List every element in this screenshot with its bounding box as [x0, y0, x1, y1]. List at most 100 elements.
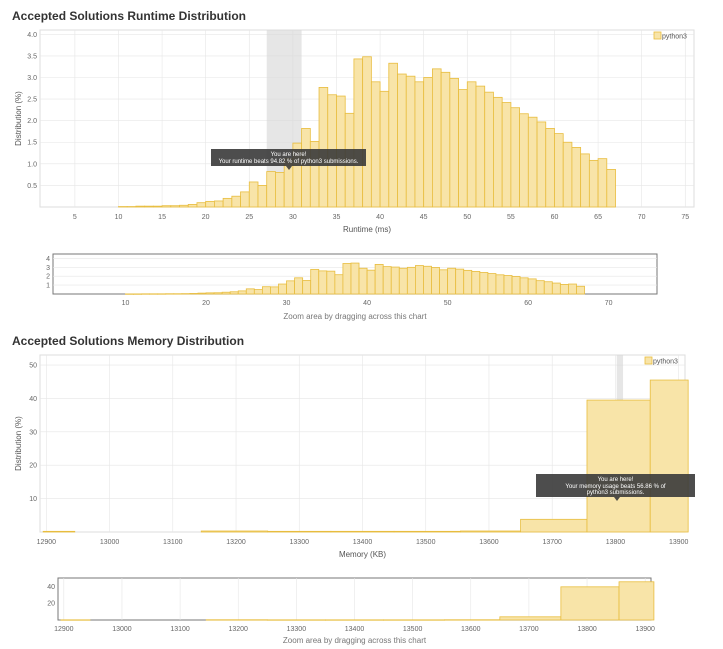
bar: [449, 77, 459, 208]
bar: [503, 275, 513, 295]
x-tick-label: 12900: [37, 539, 57, 546]
x-tick-label: 5: [73, 214, 77, 221]
x-tick-label: 30: [289, 214, 297, 221]
bar: [527, 278, 537, 295]
bar: [366, 269, 376, 295]
memory-nav-group: 12900 13000 13100 13200 13300 13400 13500 13600…: [47, 577, 655, 645]
x-tick-label: 45: [420, 214, 428, 221]
bar: [261, 286, 271, 295]
runtime-tooltip: You are here!Your runtime beats 94.82 % …: [211, 149, 366, 170]
x-tick-label: 13700: [519, 626, 539, 633]
bar: [294, 277, 304, 295]
bar: [439, 269, 449, 295]
bar: [310, 268, 320, 295]
tooltip-message-line: Your memory usage beats 56.86 % of: [565, 484, 666, 490]
bar: [606, 169, 616, 208]
y-tick-label: 3: [46, 265, 50, 272]
x-tick-label: 10: [122, 300, 130, 307]
bar: [484, 91, 494, 208]
bar: [559, 283, 569, 295]
y-tick-label: 3.5: [27, 53, 37, 60]
y-tick-label: 20: [29, 463, 37, 470]
bar: [543, 281, 553, 295]
x-tick-label: 70: [638, 214, 646, 221]
y-tick-label: 4: [46, 256, 50, 263]
bar: [245, 288, 255, 295]
x-tick-label: 15: [158, 214, 166, 221]
y-axis-label: Distribution (%): [14, 91, 23, 146]
tooltip-box: [536, 474, 695, 497]
memory-section-title: Accepted Solutions Memory Distribution: [12, 334, 245, 348]
tooltip-pointer: [614, 497, 620, 501]
y-tick-label: 1.0: [27, 161, 37, 168]
memory-main-group: 12900 13000 13100 13200 13300 13400 13500 13600…: [14, 354, 695, 559]
bar: [213, 292, 223, 295]
bar: [398, 267, 408, 295]
x-tick-label: 20: [202, 300, 210, 307]
x-tick-label: 13900: [669, 539, 689, 546]
bar: [560, 586, 620, 621]
x-tick-label: 40: [376, 214, 384, 221]
x-tick-label: 13800: [606, 539, 626, 546]
y-tick-label: 2.0: [27, 118, 37, 125]
x-tick-label: 12900: [54, 626, 74, 633]
bar: [440, 71, 451, 208]
tooltip-box: [211, 149, 366, 166]
bar: [527, 116, 538, 208]
bar: [576, 285, 585, 295]
y-tick-label: 40: [47, 584, 55, 591]
bar: [330, 530, 395, 533]
bar: [597, 158, 608, 208]
bar: [257, 185, 268, 208]
x-tick-label: 60: [551, 214, 559, 221]
bar: [405, 75, 416, 208]
y-tick-label: 1.5: [27, 140, 37, 147]
bar: [370, 81, 381, 208]
bar: [189, 293, 199, 295]
bar: [487, 273, 497, 295]
x-tick-label: 13600: [461, 626, 481, 633]
y-tick-label: 4.0: [27, 32, 37, 39]
tooltip-message-line: python3 submissions.: [587, 490, 645, 496]
x-tick-label: 13800: [577, 626, 597, 633]
x-axis-label: Memory (KB): [339, 550, 386, 559]
bar: [318, 270, 328, 295]
bar: [510, 107, 521, 208]
bar: [495, 274, 505, 295]
tooltip-title: You are here!: [271, 152, 307, 158]
bar: [179, 204, 189, 208]
bar: [353, 58, 364, 208]
bar: [571, 147, 582, 208]
tooltip-title: You are here!: [598, 477, 634, 483]
bar: [200, 530, 269, 533]
bar: [545, 128, 555, 208]
x-tick-label: 10: [115, 214, 123, 221]
x-tick-label: 65: [594, 214, 602, 221]
bar: [535, 280, 545, 295]
x-tick-label: 40: [363, 300, 371, 307]
bar: [423, 77, 433, 208]
bar: [229, 291, 239, 295]
bar: [135, 205, 146, 208]
bar: [318, 87, 329, 208]
x-tick-label: 75: [681, 214, 689, 221]
x-tick-label: 13400: [345, 626, 365, 633]
x-tick-label: 60: [524, 300, 532, 307]
x-tick-label: 13200: [228, 626, 248, 633]
bar: [270, 286, 279, 295]
bar: [554, 133, 564, 208]
x-tick-label: 13300: [287, 626, 307, 633]
legend-label: python3: [653, 359, 678, 366]
x-tick-label: 13300: [290, 539, 310, 546]
bar: [221, 291, 231, 295]
legend-swatch: [644, 356, 653, 365]
bar: [358, 267, 368, 295]
y-tick-label: 2: [46, 274, 50, 281]
bar: [222, 197, 233, 208]
bar: [406, 266, 416, 295]
x-tick-label: 13400: [353, 539, 373, 546]
y-tick-label: 50: [29, 363, 37, 370]
bar: [267, 530, 332, 533]
zoom-hint-text: Zoom area by dragging across this chart: [283, 636, 427, 645]
